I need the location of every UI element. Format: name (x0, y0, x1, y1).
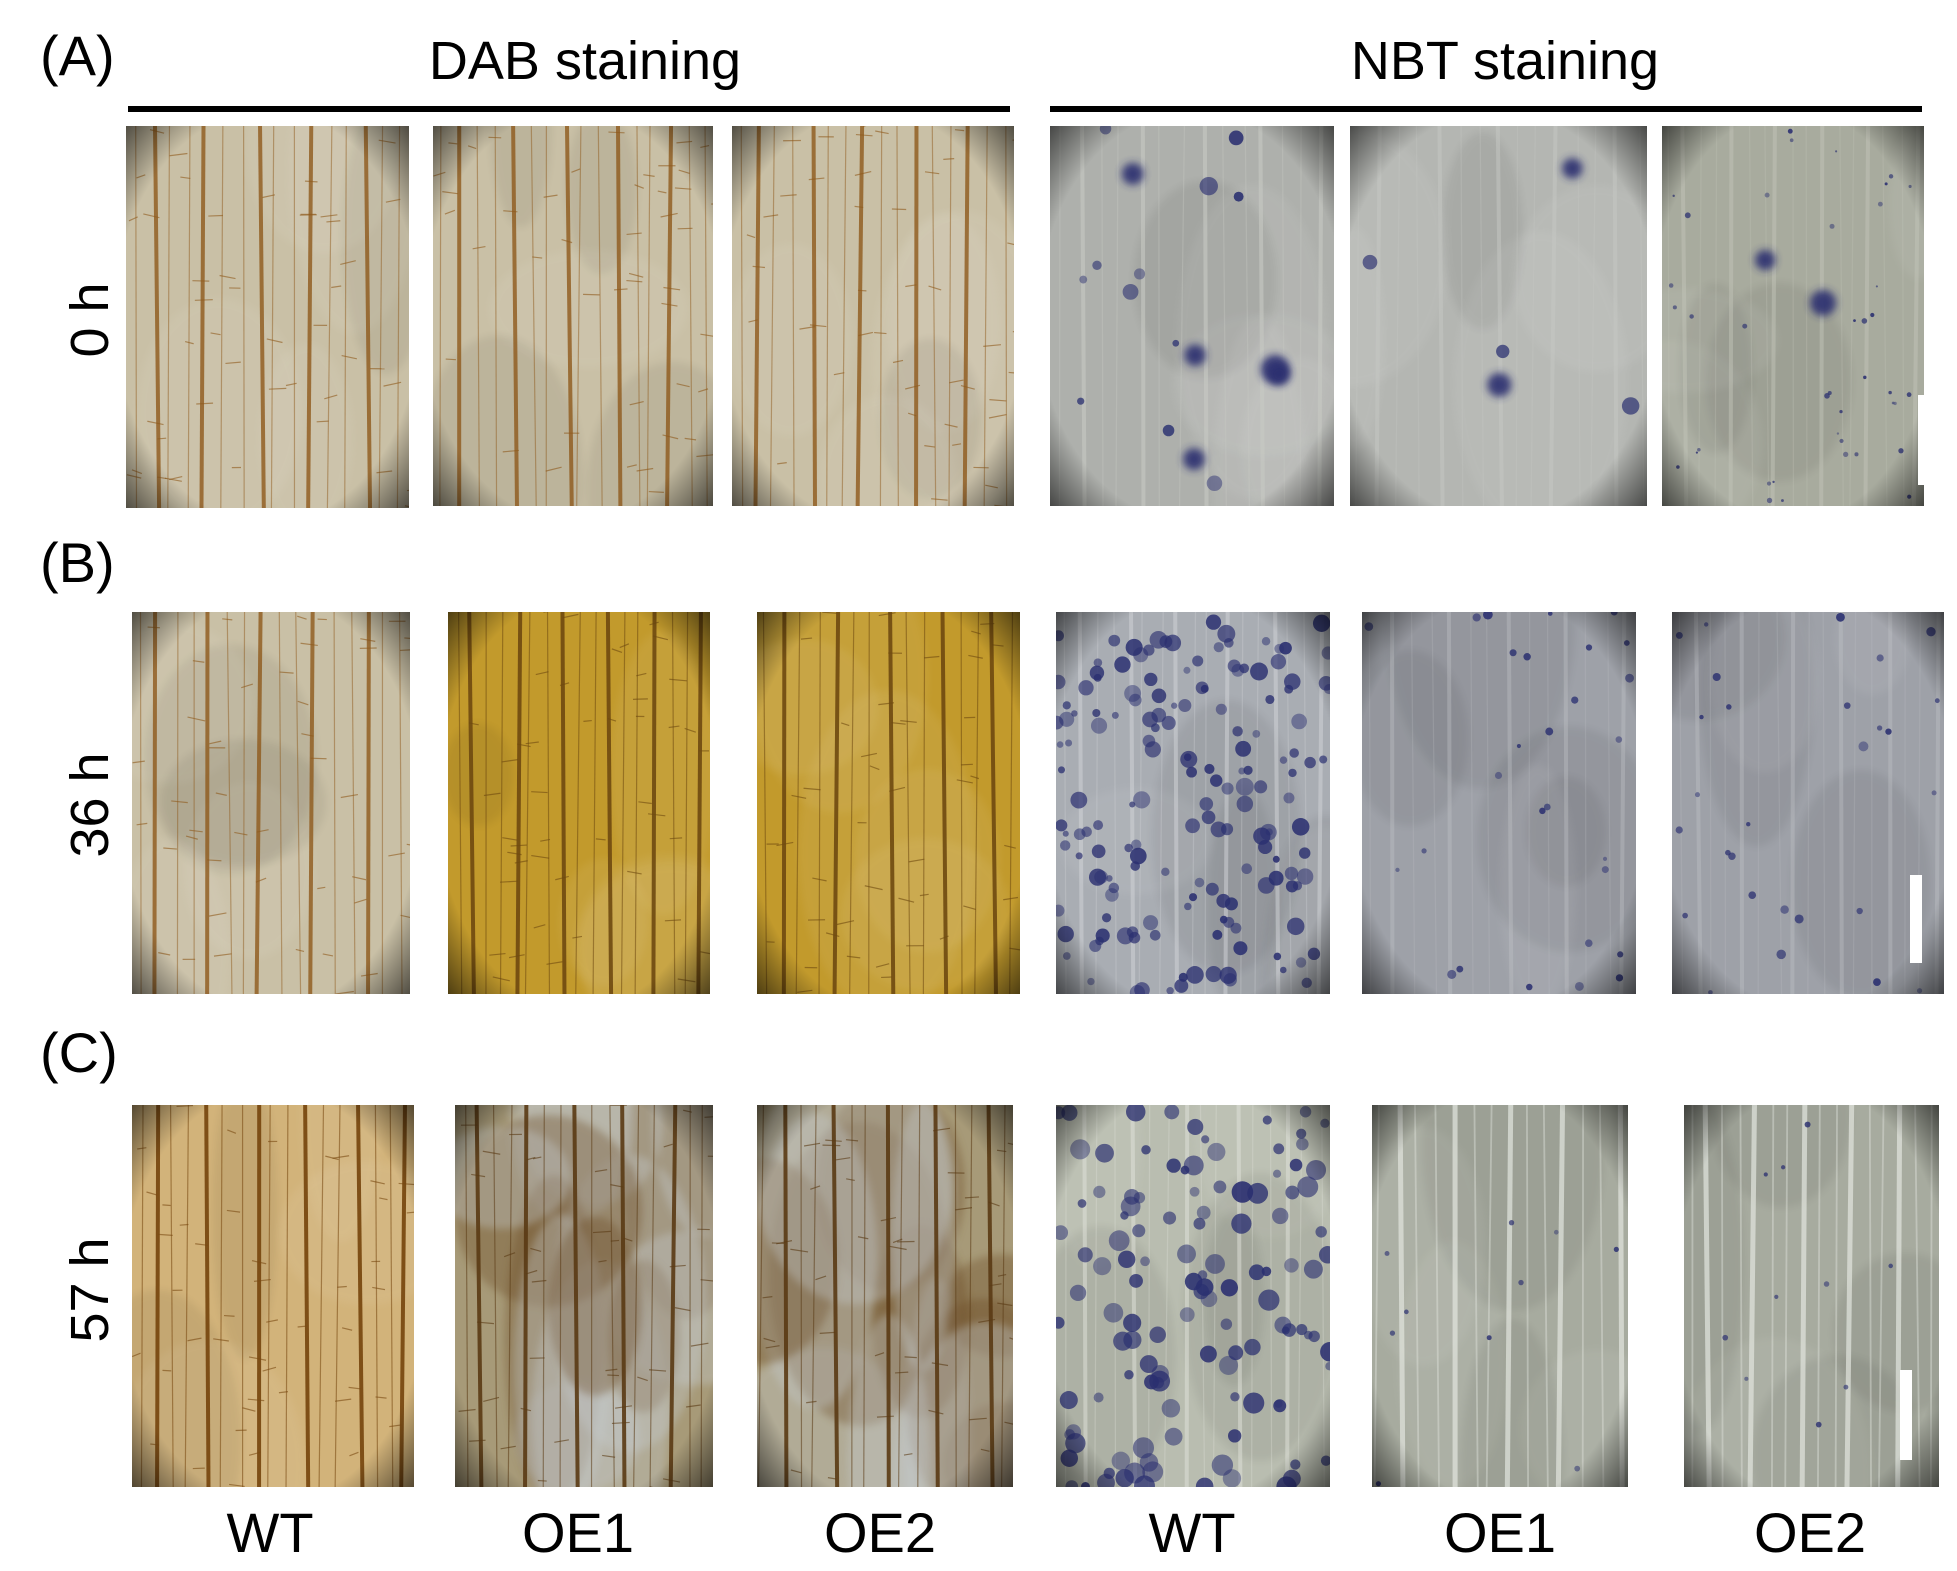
leaf-image-r3-c1 (132, 1105, 414, 1487)
column-label-dab-oe1: OE1 (521, 1501, 635, 1564)
header-dab-staining: DAB staining (428, 31, 742, 91)
column-label-nbt-wt: WT (1148, 1501, 1236, 1564)
panel-letter-c: (C) (40, 1021, 118, 1084)
scale-bar-row-a (1918, 395, 1930, 485)
leaf-image-r2-c1 (132, 612, 410, 994)
leaf-image-r3-c5 (1372, 1105, 1628, 1487)
leaf-image-r1-c2 (433, 126, 713, 506)
row-label-57h: 57 h (60, 1237, 120, 1343)
panel-letter-a: (A) (40, 24, 115, 87)
leaf-image-r3-c4 (1056, 1105, 1330, 1487)
leaf-image-r2-c3 (757, 612, 1020, 994)
row-label-36h: 36 h (60, 752, 120, 858)
column-label-nbt-oe1: OE1 (1443, 1501, 1557, 1564)
leaf-image-r1-c6 (1662, 126, 1924, 506)
leaf-image-r3-c2 (455, 1105, 713, 1487)
leaf-image-r3-c6 (1684, 1105, 1939, 1487)
leaf-image-r2-c4 (1056, 612, 1330, 994)
column-label-dab-wt: WT (226, 1501, 314, 1564)
scale-bar-row-b (1910, 875, 1922, 963)
column-label-dab-oe2: OE2 (823, 1501, 937, 1564)
leaf-image-r1-c5 (1350, 126, 1647, 506)
scale-bar-row-c (1900, 1370, 1912, 1460)
leaf-image-r1-c1 (126, 126, 409, 508)
header-nbt-staining: NBT staining (1350, 31, 1660, 91)
leaf-image-r3-c3 (757, 1105, 1013, 1487)
row-label-0h: 0 h (60, 282, 120, 358)
leaf-image-r2-c2 (448, 612, 710, 994)
leaf-image-r2-c6 (1672, 612, 1944, 994)
leaf-image-r1-c3 (732, 126, 1014, 506)
leaf-image-r2-c5 (1362, 612, 1636, 994)
header-rule-nbt (1050, 106, 1922, 112)
column-label-nbt-oe2: OE2 (1753, 1501, 1867, 1564)
panel-letter-b: (B) (40, 531, 115, 594)
header-rule-dab (128, 106, 1010, 112)
leaf-image-r1-c4 (1050, 126, 1334, 506)
